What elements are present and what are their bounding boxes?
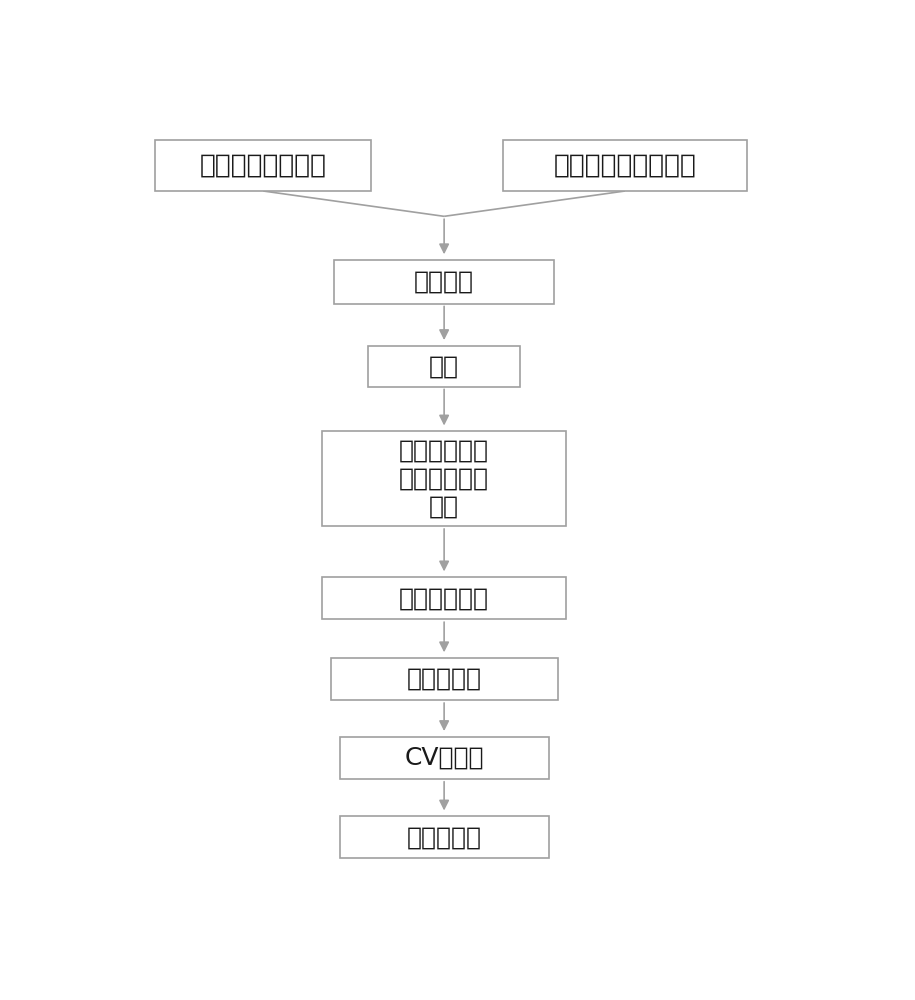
Text: 超声溶解处理: 超声溶解处理 <box>399 586 490 610</box>
Bar <box>339 816 549 858</box>
Text: 不同时间点、
收集槽、位点
取样: 不同时间点、 收集槽、位点 取样 <box>399 439 490 518</box>
Text: 均匀度判定: 均匀度判定 <box>406 825 481 849</box>
Bar <box>368 346 521 387</box>
Text: 筛得实验土壤粉末: 筛得实验土壤粉末 <box>199 153 327 179</box>
Bar <box>156 140 371 191</box>
Text: CV值计算: CV值计算 <box>404 746 484 770</box>
Bar <box>334 260 554 304</box>
Text: 混合: 混合 <box>429 354 459 378</box>
Bar <box>322 431 566 526</box>
Bar <box>322 577 566 619</box>
Bar <box>330 658 557 700</box>
Text: 定量称取: 定量称取 <box>414 270 474 294</box>
Bar <box>339 737 549 779</box>
Text: 筛得甲基紫色素粉末: 筛得甲基紫色素粉末 <box>554 153 696 179</box>
Bar <box>502 140 748 191</box>
Text: 吸光度测量: 吸光度测量 <box>406 667 481 691</box>
